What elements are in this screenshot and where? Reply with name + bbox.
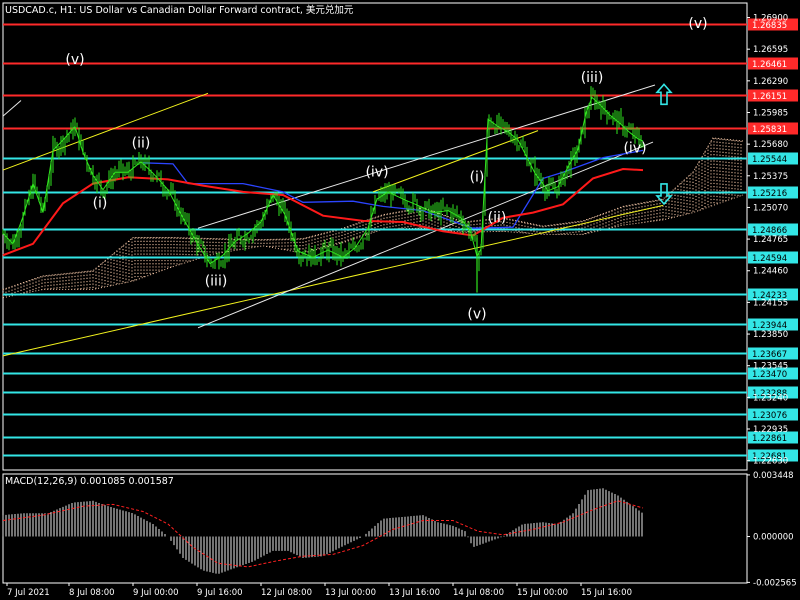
- level-price-label: 1.26835: [752, 21, 787, 31]
- level-price-box: [748, 431, 798, 444]
- level-price-label: 1.26151: [752, 92, 787, 102]
- level-price-box: [748, 89, 798, 102]
- level-price-box: [748, 367, 798, 380]
- level-price-box: [748, 386, 798, 399]
- macd-title: MACD(12,26,9) 0.001085 0.001587: [5, 476, 174, 487]
- trend-lines[interactable]: [2, 84, 664, 357]
- level-price-box: [748, 18, 798, 31]
- arrow-markers[interactable]: [655, 83, 673, 206]
- level-price-label: 1.23288: [752, 389, 787, 399]
- ichimoku-cloud: [2, 137, 744, 299]
- level-price-box: [748, 288, 798, 301]
- wave-label: (iii): [205, 273, 228, 289]
- wave-labels: (v) (ii) (i) (iii) (iv) (i) (ii) (v) (iii) (iv): [65, 52, 646, 322]
- level-price-label: 1.22681: [752, 452, 787, 462]
- wave-label: (ii): [488, 210, 507, 226]
- level-lines[interactable]: [3, 23, 747, 457]
- time-tick-label: 14 Jul 08:00: [453, 588, 504, 598]
- level-price-box: [748, 57, 798, 70]
- trend-line[interactable]: [2, 92, 209, 171]
- arrow-up-icon[interactable]: [655, 83, 673, 106]
- wave-label: (iv): [623, 140, 646, 156]
- level-price-label: 1.23667: [752, 350, 787, 360]
- wave-label: (iii): [581, 70, 604, 86]
- macd-signal-line: [2, 500, 644, 568]
- level-price-label: 1.23470: [752, 370, 787, 380]
- trend-line[interactable]: [2, 204, 664, 357]
- trend-line[interactable]: [197, 84, 656, 229]
- price-tick-label: 1.24460: [753, 267, 788, 277]
- macd-panel: [2, 488, 644, 574]
- price-tick-label: 1.24155: [753, 298, 788, 308]
- macd-tick-label: 0.003448: [753, 471, 794, 481]
- trend-line[interactable]: [197, 141, 654, 329]
- wave-label: (v): [467, 306, 486, 322]
- level-price-box: [748, 347, 798, 360]
- price-tick-label: 1.22935: [753, 425, 788, 435]
- level-price-label: 1.22861: [752, 434, 787, 444]
- wave-label: (v): [65, 52, 84, 68]
- time-tick-label: 7 Jul 2021: [7, 588, 50, 598]
- price-tick-label: 1.23240: [753, 393, 788, 403]
- level-price-label: 1.25831: [752, 125, 787, 135]
- main-plot-frame: [2, 2, 748, 471]
- price-line: [2, 96, 644, 265]
- price-tick-label: 1.24765: [753, 235, 788, 245]
- level-price-label: 1.23944: [752, 321, 787, 331]
- wave-label: (i): [93, 195, 108, 211]
- wave-label: (ii): [132, 135, 151, 151]
- level-price-label: 1.25544: [752, 155, 787, 165]
- time-tick-label: 8 Jul 08:00: [69, 588, 115, 598]
- level-price-label: 1.25216: [752, 189, 787, 199]
- level-price-box: [748, 449, 798, 462]
- price-tick-label: 1.25375: [753, 172, 788, 182]
- price-tick-label: 1.23545: [753, 362, 788, 372]
- level-price-box: [748, 223, 798, 236]
- wave-label: (iv): [365, 164, 388, 180]
- time-tick-label: 12 Jul 08:00: [261, 588, 312, 598]
- time-tick-label: 13 Jul 00:00: [325, 588, 376, 598]
- level-price-label: 1.24866: [752, 226, 787, 236]
- price-series: [2, 86, 644, 293]
- level-price-label: 1.23076: [752, 411, 787, 421]
- trend-line[interactable]: [2, 100, 22, 117]
- level-price-box: [748, 318, 798, 331]
- level-price-box: [748, 251, 798, 264]
- price-tick-label: 1.26900: [753, 14, 788, 24]
- price-tick-label: 1.25070: [753, 203, 788, 213]
- level-price-box: [748, 152, 798, 165]
- time-tick-label: 15 Jul 00:00: [517, 588, 568, 598]
- time-tick-label: 13 Jul 16:00: [389, 588, 440, 598]
- axes: 1.26835 1.26461 1.26151 1.25831 1.25544 1.252…: [6, 14, 798, 598]
- price-tick-label: 1.26290: [753, 77, 788, 87]
- wave-label: (i): [470, 169, 485, 185]
- arrow-down-icon[interactable]: [655, 183, 673, 206]
- price-tick-label: 1.26595: [753, 45, 788, 55]
- chart-title: USDCAD.c, H1: US Dollar vs Canadian Doll…: [5, 4, 354, 16]
- macd-tick-label: 0.000000: [753, 533, 794, 543]
- level-price-label: 1.24594: [752, 254, 787, 264]
- level-price-box: [748, 186, 798, 199]
- wave-label-corner: (v): [688, 16, 707, 32]
- price-tick-label: 1.25680: [753, 140, 788, 150]
- time-tick-label: 9 Jul 00:00: [133, 588, 179, 598]
- level-price-box: [748, 122, 798, 135]
- price-tick-label: 1.23850: [753, 330, 788, 340]
- indicator-lines: [2, 149, 644, 257]
- time-tick-label: 9 Jul 16:00: [197, 588, 243, 598]
- price-tick-label: 1.25985: [753, 108, 788, 118]
- price-tick-label: 1.22630: [753, 457, 788, 467]
- level-price-box: [748, 408, 798, 421]
- time-tick-label: 15 Jul 16:00: [581, 588, 632, 598]
- ma-red-line: [2, 167, 644, 257]
- macd-tick-label: -0.002565: [753, 578, 797, 588]
- level-price-label: 1.26461: [752, 60, 787, 70]
- level-price-label: 1.24233: [752, 291, 787, 301]
- chart-frame: [2, 2, 748, 584]
- ma-blue-line: [142, 149, 644, 229]
